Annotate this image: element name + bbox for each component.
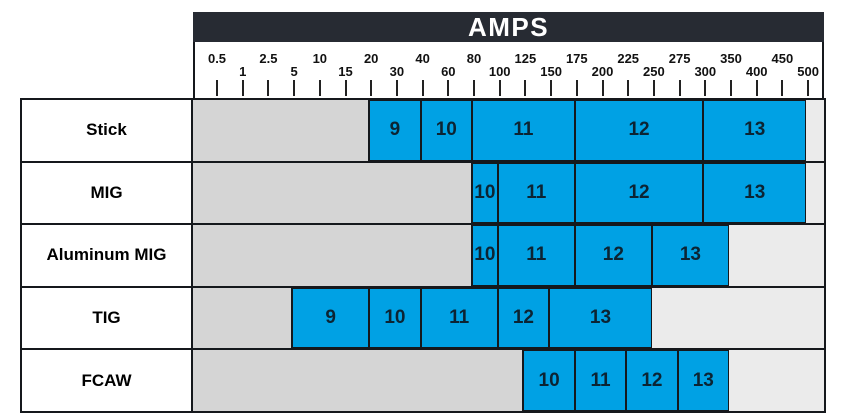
shade-segment-tig-9: 9 bbox=[292, 287, 370, 349]
tick-label-30: 30 bbox=[389, 64, 405, 79]
tick-mark bbox=[395, 80, 398, 96]
shade-segment-fcaw-13: 13 bbox=[677, 350, 729, 411]
tick-label-400: 400 bbox=[745, 64, 768, 79]
shade-segment-aluminum-mig-13: 13 bbox=[651, 225, 729, 286]
tick-mark bbox=[704, 80, 707, 96]
shade-segment-mig-11: 11 bbox=[497, 162, 575, 224]
tick-mark bbox=[755, 80, 758, 96]
tick-mark bbox=[627, 80, 630, 96]
row-label-fcaw: FCAW bbox=[22, 350, 193, 411]
tick-label-15: 15 bbox=[338, 64, 353, 79]
tick-mark bbox=[293, 80, 296, 96]
tick-label-40: 40 bbox=[415, 51, 430, 66]
shade-segment-tig-11: 11 bbox=[420, 287, 498, 349]
shade-segment-tig-13: 13 bbox=[549, 287, 652, 349]
row-label-tig: TIG bbox=[22, 287, 193, 349]
shade-segment-mig-10: 10 bbox=[472, 162, 498, 224]
process-row-fcaw: FCAW 10 11 12 13 bbox=[22, 350, 824, 411]
tick-label-5: 5 bbox=[290, 64, 298, 79]
tick-mark bbox=[447, 80, 450, 96]
tick-mark bbox=[421, 80, 424, 96]
tick-mark bbox=[524, 80, 527, 96]
tick-label-80: 80 bbox=[466, 51, 482, 66]
tick-mark bbox=[575, 80, 578, 96]
tick-mark bbox=[370, 80, 373, 96]
tick-mark bbox=[781, 80, 784, 96]
tick-mark bbox=[318, 80, 321, 96]
tick-mark bbox=[678, 80, 681, 96]
shade-band-tig: 9 10 11 12 13 bbox=[193, 287, 824, 349]
shade-segment-aluminum-mig-12: 12 bbox=[574, 225, 652, 286]
shade-band-fcaw: 10 11 12 13 bbox=[193, 350, 824, 411]
tick-mark bbox=[652, 80, 655, 96]
no-shade-region bbox=[193, 350, 524, 411]
shade-segment-fcaw-11: 11 bbox=[574, 350, 627, 411]
tick-label-200: 200 bbox=[591, 64, 614, 79]
tick-label-1: 1 bbox=[239, 64, 247, 79]
no-shade-region bbox=[193, 162, 472, 224]
tick-label-100: 100 bbox=[488, 64, 511, 79]
amps-scale-ticks: 0.5 1 2.5 5 10 15 20 30 40 60 80 100 125 150 175 200 225… bbox=[195, 42, 822, 98]
tick-mark bbox=[267, 80, 270, 96]
tick-mark bbox=[498, 80, 501, 96]
shade-segment-fcaw-12: 12 bbox=[626, 350, 678, 411]
tick-mark bbox=[473, 80, 475, 96]
process-row-stick: Stick 9 10 11 12 13 bbox=[22, 100, 824, 163]
tick-label-125: 125 bbox=[514, 51, 537, 66]
row-label-aluminum-mig: Aluminum MIG bbox=[22, 225, 193, 286]
no-shade-region bbox=[193, 225, 472, 286]
tick-label-450: 450 bbox=[771, 51, 794, 66]
tick-label-0.5: 0.5 bbox=[207, 51, 227, 66]
shade-segment-aluminum-mig-11: 11 bbox=[497, 225, 575, 286]
tick-label-275: 275 bbox=[668, 51, 691, 66]
shade-segment-stick-13: 13 bbox=[703, 100, 807, 161]
tick-mark bbox=[344, 80, 347, 96]
amps-scale-ruler: 0.5 1 2.5 5 10 15 20 30 40 60 80 100 125 150 175 200 225… bbox=[193, 42, 824, 98]
tick-label-150: 150 bbox=[540, 64, 562, 79]
process-row-tig: TIG 9 10 11 12 13 bbox=[22, 287, 824, 351]
tick-mark bbox=[601, 80, 604, 96]
tick-label-2.5: 2.5 bbox=[259, 51, 278, 66]
shade-segment-stick-10: 10 bbox=[420, 100, 472, 161]
tick-mark bbox=[241, 80, 244, 96]
tick-label-350: 350 bbox=[720, 51, 742, 66]
shade-segment-mig-13: 13 bbox=[703, 162, 807, 224]
no-shade-region bbox=[193, 100, 370, 161]
tick-label-20: 20 bbox=[363, 51, 379, 66]
shade-band-mig: 10 11 12 13 bbox=[193, 162, 824, 224]
tick-label-250: 250 bbox=[643, 64, 665, 79]
process-row-mig: MIG 10 11 12 13 bbox=[22, 162, 824, 226]
tick-label-60: 60 bbox=[441, 64, 456, 79]
shade-segment-tig-10: 10 bbox=[369, 287, 421, 349]
shade-segment-tig-12: 12 bbox=[497, 287, 550, 349]
shade-band-aluminum-mig: 10 11 12 13 bbox=[193, 225, 824, 286]
shade-segment-stick-12: 12 bbox=[574, 100, 704, 161]
tick-label-225: 225 bbox=[617, 51, 640, 66]
shade-segment-mig-12: 12 bbox=[574, 162, 704, 224]
tick-mark bbox=[550, 80, 553, 96]
chart-title: AMPS bbox=[467, 11, 550, 42]
tick-label-175: 175 bbox=[565, 51, 588, 66]
shade-segment-aluminum-mig-10: 10 bbox=[472, 225, 498, 286]
chart-body: Stick 9 10 11 12 13 MIG 10 11 12 13 Aluminum MIG 10 1… bbox=[20, 98, 826, 413]
process-row-aluminum-mig: Aluminum MIG 10 11 12 13 bbox=[22, 225, 824, 288]
row-label-stick: Stick bbox=[22, 100, 193, 161]
no-shade-region bbox=[193, 287, 293, 349]
shade-segment-stick-9: 9 bbox=[369, 100, 421, 161]
tick-mark bbox=[807, 80, 810, 96]
tick-mark bbox=[730, 80, 732, 96]
shade-segment-fcaw-10: 10 bbox=[523, 350, 575, 411]
tick-label-300: 300 bbox=[694, 64, 717, 79]
shade-segment-stick-11: 11 bbox=[472, 100, 575, 161]
chart-title-bar: AMPS bbox=[193, 12, 824, 42]
shade-band-stick: 9 10 11 12 13 bbox=[193, 100, 824, 161]
tick-label-10: 10 bbox=[312, 51, 328, 66]
tick-mark bbox=[216, 80, 218, 96]
tick-label-500: 500 bbox=[797, 64, 819, 79]
row-label-mig: MIG bbox=[22, 162, 193, 224]
